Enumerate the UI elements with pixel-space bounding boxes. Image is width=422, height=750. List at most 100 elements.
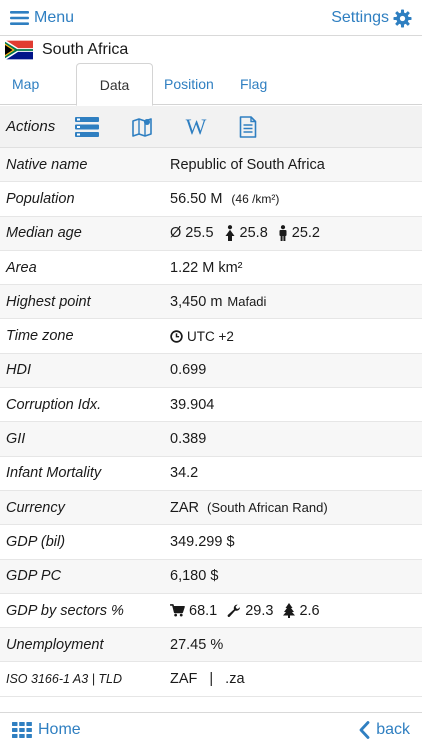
- male-icon: [278, 225, 288, 242]
- row-value: 34.2: [170, 465, 198, 481]
- row-value: ZAF | .za: [170, 671, 245, 687]
- median-age-average: Ø 25.5: [170, 225, 214, 242]
- map-icon[interactable]: [129, 114, 155, 140]
- table-row: ISO 3166-1 A3 | TLD ZAF | .za: [0, 662, 422, 697]
- table-row: GDP PC 6,180 $: [0, 559, 422, 594]
- row-value: 56.50 M (46 /km²): [170, 191, 279, 207]
- table-row: Time zone UTC +2: [0, 319, 422, 354]
- settings-button[interactable]: Settings: [331, 6, 412, 30]
- actions-row: Actions W: [0, 106, 422, 148]
- population-density: (46 /km²): [231, 191, 280, 206]
- row-value: 3,450 m Mafadi: [170, 294, 266, 310]
- gear-icon: [393, 8, 412, 28]
- top-bar: Menu Settings: [0, 0, 422, 36]
- row-value: UTC +2: [170, 329, 234, 344]
- table-row: GII 0.389: [0, 422, 422, 457]
- row-key: Population: [6, 190, 75, 207]
- female-icon: [224, 225, 236, 242]
- grid-icon: [12, 722, 32, 738]
- table-row: GDP by sectors % 68.1 29.3 2.6: [0, 593, 422, 629]
- highest-point-name: Mafadi: [227, 294, 267, 310]
- row-value: 0.699: [170, 362, 206, 378]
- chevron-left-icon: [359, 721, 370, 739]
- table-row: Median age Ø 25.5 25.8 25.2: [0, 216, 422, 251]
- row-value: Republic of South Africa: [170, 157, 325, 173]
- south-africa-flag-icon: [5, 40, 33, 60]
- infant-mortality-value: 34.2: [170, 465, 199, 482]
- row-key: Corruption Idx.: [6, 396, 102, 413]
- median-age-male: 25.2: [291, 225, 320, 242]
- tab-map[interactable]: Map: [12, 76, 40, 92]
- row-key: Area: [6, 259, 37, 276]
- row-value: 349.299 $: [170, 534, 235, 550]
- country-header: South Africa: [0, 37, 422, 63]
- home-button[interactable]: Home: [12, 721, 81, 739]
- home-label: Home: [38, 721, 81, 738]
- row-key: Unemployment: [6, 636, 104, 653]
- row-value: 6,180 $: [170, 568, 218, 584]
- time-zone-value: UTC +2: [187, 328, 234, 344]
- row-key: Native name: [6, 156, 88, 173]
- table-row: Unemployment 27.45 %: [0, 628, 422, 663]
- population-value: 56.50 M: [170, 190, 223, 207]
- row-key: GDP PC: [6, 568, 62, 585]
- row-value: ZAR (South African Rand): [170, 500, 328, 516]
- back-label: back: [376, 721, 410, 738]
- table-row: Area 1.22 M km²: [0, 250, 422, 286]
- actions-label: Actions: [6, 118, 56, 135]
- row-key: Time zone: [6, 328, 74, 345]
- highest-point-value: 3,450 m: [170, 293, 223, 310]
- document-icon[interactable]: [235, 114, 261, 140]
- wrench-icon: [227, 604, 241, 618]
- corruption-value: 39.904: [170, 396, 215, 413]
- native-name-value: Republic of South Africa: [170, 156, 325, 173]
- shopping-cart-icon: [170, 604, 185, 617]
- row-value: 1.22 M km²: [170, 260, 243, 276]
- row-value: 39.904: [170, 397, 214, 413]
- row-key: Median age: [6, 225, 82, 242]
- row-key: GII: [6, 431, 26, 448]
- country-data-table: Native name Republic of South Africa Pop…: [0, 148, 422, 697]
- row-key: HDI: [6, 362, 31, 379]
- table-row: HDI 0.699: [0, 353, 422, 389]
- iso-code: ZAF: [170, 671, 198, 688]
- list-icon[interactable]: [74, 114, 100, 140]
- country-name: South Africa: [42, 41, 129, 58]
- table-row: Population 56.50 M (46 /km²): [0, 182, 422, 217]
- row-key: Infant Mortality: [6, 465, 102, 482]
- wikipedia-icon[interactable]: W: [185, 114, 207, 139]
- tab-position[interactable]: Position: [164, 76, 214, 92]
- gdp-bil-value: 349.299 $: [170, 533, 235, 550]
- row-key: GDP by sectors %: [6, 602, 124, 619]
- table-row: Corruption Idx. 39.904: [0, 388, 422, 423]
- bottom-bar: Home back: [0, 712, 422, 750]
- gdp-agriculture-value: 2.6: [299, 602, 320, 619]
- row-key: ISO 3166-1 A3 | TLD: [6, 672, 123, 687]
- table-row: Highest point 3,450 m Mafadi: [0, 285, 422, 320]
- median-age-female: 25.8: [239, 225, 268, 242]
- gdp-industry-value: 29.3: [245, 602, 274, 619]
- tab-flag[interactable]: Flag: [240, 76, 268, 92]
- tab-data[interactable]: Data: [76, 63, 153, 106]
- currency-code: ZAR: [170, 499, 199, 516]
- row-key: Highest point: [6, 293, 91, 310]
- iso-separator: |: [209, 671, 214, 688]
- table-row: Currency ZAR (South African Rand): [0, 490, 422, 526]
- row-value: 27.45 %: [170, 637, 223, 653]
- menu-button[interactable]: Menu: [10, 6, 74, 30]
- currency-name: (South African Rand): [207, 500, 328, 516]
- row-value: Ø 25.5 25.8 25.2: [170, 225, 320, 242]
- table-row: Infant Mortality 34.2: [0, 456, 422, 491]
- table-row: GDP (bil) 349.299 $: [0, 525, 422, 560]
- table-row: Native name Republic of South Africa: [0, 148, 422, 183]
- back-button[interactable]: back: [359, 721, 410, 739]
- gdp-services-value: 68.1: [189, 602, 218, 619]
- row-key: GDP (bil): [6, 533, 66, 550]
- menu-label: Menu: [34, 9, 75, 26]
- tab-bar: Map Data Position Flag: [0, 63, 422, 106]
- tld-value: .za: [225, 671, 245, 688]
- gii-value: 0.389: [170, 431, 207, 448]
- tree-icon: [283, 603, 296, 618]
- hamburger-icon: [10, 11, 29, 25]
- gdp-pc-value: 6,180 $: [170, 568, 219, 585]
